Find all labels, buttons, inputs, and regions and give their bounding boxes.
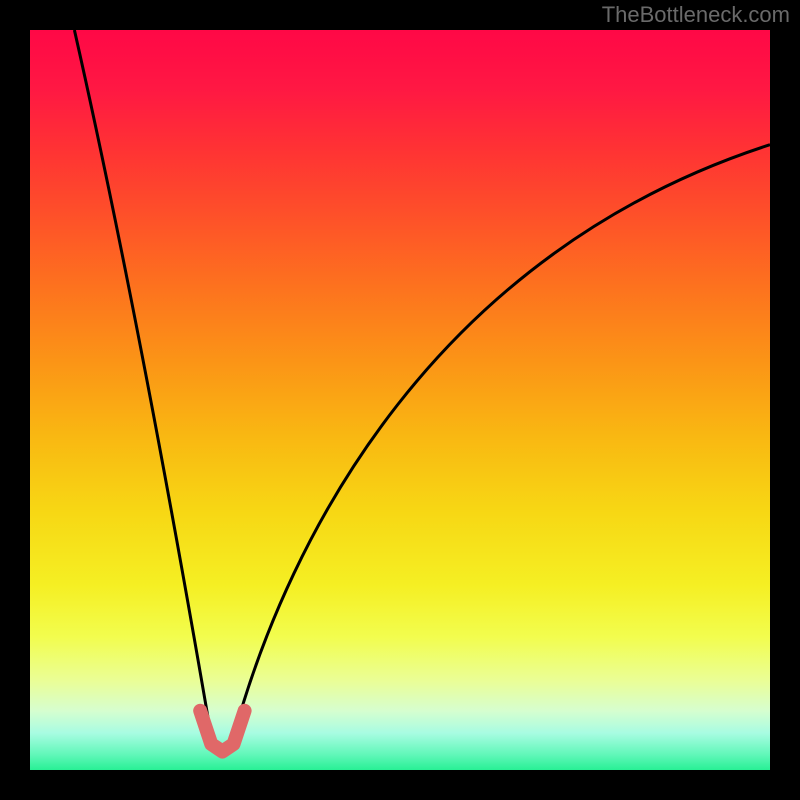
curve-left-branch bbox=[74, 30, 211, 737]
chart-curve-layer bbox=[30, 30, 770, 770]
curve-right-branch bbox=[234, 145, 771, 737]
watermark-text: TheBottleneck.com bbox=[602, 2, 790, 28]
valley-marker bbox=[200, 711, 244, 752]
chart-plot-area bbox=[30, 30, 770, 770]
